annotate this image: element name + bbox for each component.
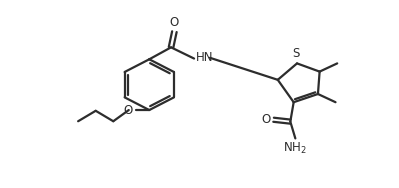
Text: S: S	[292, 47, 300, 60]
Text: HN: HN	[196, 51, 213, 64]
Text: O: O	[124, 104, 133, 117]
Text: O: O	[261, 113, 270, 126]
Text: O: O	[170, 16, 179, 29]
Text: NH$_2$: NH$_2$	[283, 141, 307, 156]
